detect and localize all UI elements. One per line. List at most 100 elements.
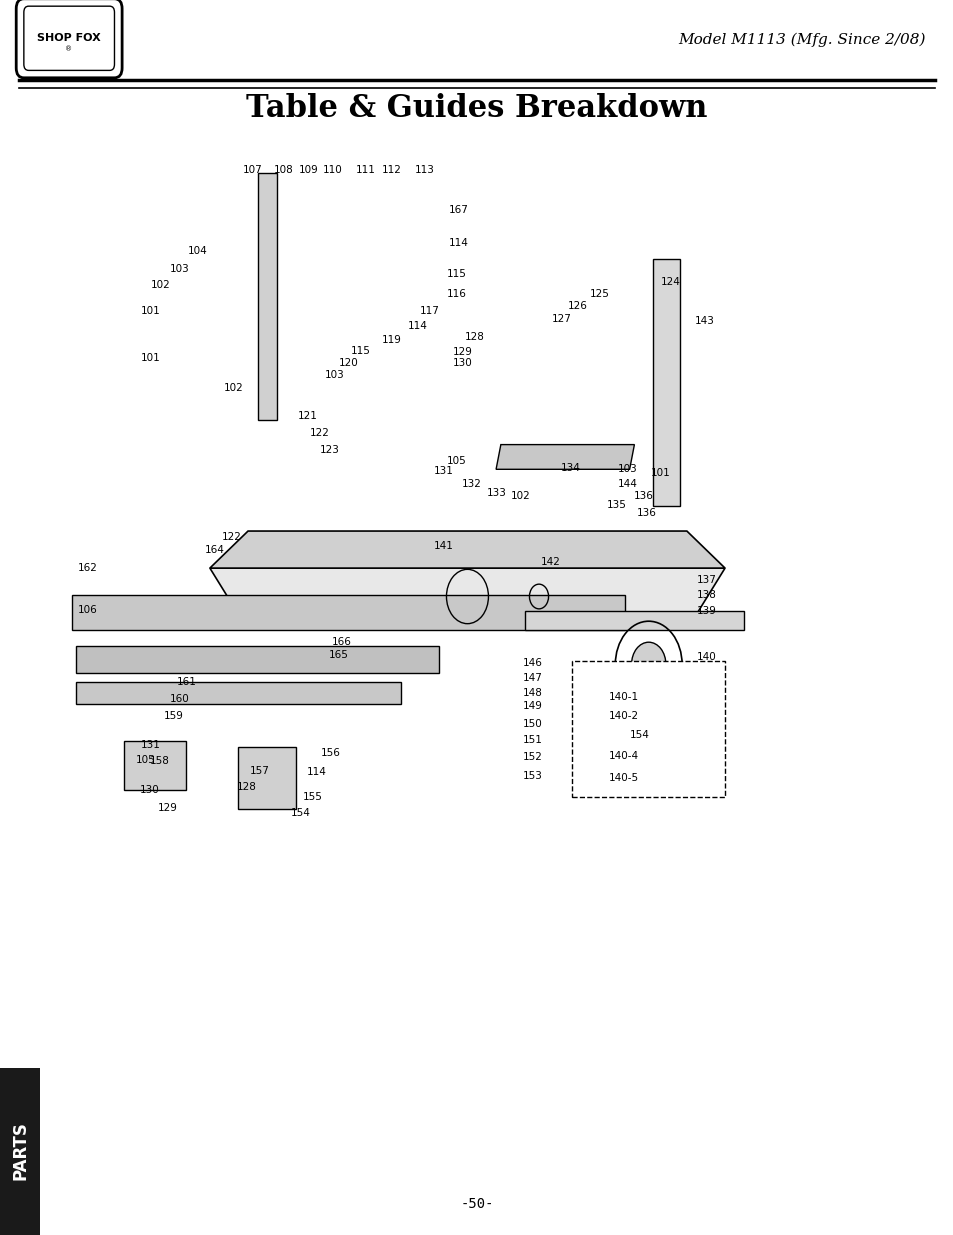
Text: 152: 152 — [522, 752, 542, 762]
Text: 137: 137 — [696, 576, 716, 585]
Bar — [76, 646, 438, 673]
Polygon shape — [210, 568, 724, 630]
Text: 127: 127 — [551, 314, 571, 324]
Text: 147: 147 — [522, 673, 542, 683]
Text: 133: 133 — [486, 488, 506, 498]
Bar — [71, 595, 624, 630]
Text: 101: 101 — [141, 306, 161, 316]
Text: 121: 121 — [297, 411, 317, 421]
Text: 119: 119 — [381, 335, 401, 345]
Text: 139: 139 — [696, 606, 716, 616]
Text: 140-2: 140-2 — [608, 711, 639, 721]
Text: 138: 138 — [696, 590, 716, 600]
Text: 120: 120 — [338, 358, 358, 368]
Bar — [653, 259, 679, 506]
Text: 131: 131 — [434, 466, 454, 475]
Text: 114: 114 — [307, 767, 327, 777]
Text: 134: 134 — [560, 463, 580, 473]
Text: 165: 165 — [329, 650, 349, 659]
Text: 105: 105 — [135, 755, 155, 764]
Text: 146: 146 — [522, 658, 542, 668]
Bar — [257, 173, 276, 420]
Text: 111: 111 — [355, 165, 375, 175]
Text: 135: 135 — [606, 500, 626, 510]
Bar — [572, 661, 724, 797]
Text: 116: 116 — [446, 289, 466, 299]
FancyBboxPatch shape — [16, 0, 122, 78]
Text: 155: 155 — [302, 792, 322, 802]
Text: 149: 149 — [522, 701, 542, 711]
Text: 140-1: 140-1 — [608, 692, 639, 701]
Text: 151: 151 — [522, 735, 542, 745]
Text: 142: 142 — [540, 557, 560, 567]
Text: 141: 141 — [434, 541, 454, 551]
Text: 154: 154 — [629, 730, 649, 740]
Text: Table & Guides Breakdown: Table & Guides Breakdown — [246, 93, 707, 125]
Text: 150: 150 — [522, 719, 542, 729]
Polygon shape — [524, 611, 743, 630]
Text: 164: 164 — [205, 545, 225, 555]
Text: SHOP FOX: SHOP FOX — [37, 33, 100, 43]
Text: 161: 161 — [176, 677, 196, 687]
Text: 160: 160 — [170, 694, 190, 704]
Text: 144: 144 — [618, 479, 638, 489]
Text: 126: 126 — [567, 301, 587, 311]
Text: 102: 102 — [510, 492, 530, 501]
Text: 148: 148 — [522, 688, 542, 698]
Text: 112: 112 — [381, 165, 401, 175]
Text: 102: 102 — [151, 280, 171, 290]
Text: 129: 129 — [453, 347, 473, 357]
Text: 140-4: 140-4 — [608, 751, 639, 761]
Polygon shape — [496, 445, 634, 469]
Text: 159: 159 — [164, 711, 184, 721]
Text: -50-: -50- — [459, 1197, 494, 1212]
Text: 157: 157 — [250, 766, 270, 776]
Text: 108: 108 — [274, 165, 294, 175]
Text: 162: 162 — [78, 563, 98, 573]
Text: 129: 129 — [157, 803, 177, 813]
Text: 128: 128 — [464, 332, 484, 342]
Text: 106: 106 — [78, 605, 98, 615]
FancyBboxPatch shape — [24, 6, 114, 70]
Text: 114: 114 — [408, 321, 428, 331]
Text: 102: 102 — [224, 383, 244, 393]
Text: 136: 136 — [637, 508, 657, 517]
Text: 115: 115 — [351, 346, 371, 356]
Text: 122: 122 — [310, 429, 330, 438]
Polygon shape — [210, 531, 724, 568]
Text: 122: 122 — [221, 532, 241, 542]
Text: 114: 114 — [448, 238, 468, 248]
Text: 166: 166 — [332, 637, 352, 647]
Text: 130: 130 — [140, 785, 160, 795]
Text: 143: 143 — [694, 316, 714, 326]
Text: 101: 101 — [650, 468, 670, 478]
Text: 123: 123 — [319, 445, 339, 454]
Text: 109: 109 — [298, 165, 318, 175]
Text: ®: ® — [65, 47, 72, 52]
Text: 158: 158 — [150, 756, 170, 766]
Text: 105: 105 — [446, 456, 466, 466]
Text: 107: 107 — [243, 165, 263, 175]
Text: 130: 130 — [453, 358, 473, 368]
Text: 117: 117 — [419, 306, 439, 316]
Bar — [238, 747, 295, 809]
Bar — [124, 741, 186, 790]
Text: 140-5: 140-5 — [608, 773, 639, 783]
Text: 101: 101 — [141, 353, 161, 363]
Text: Model M1113 (Mfg. Since 2/08): Model M1113 (Mfg. Since 2/08) — [678, 32, 924, 47]
Text: 113: 113 — [415, 165, 435, 175]
Text: 153: 153 — [522, 771, 542, 781]
Text: 136: 136 — [633, 492, 653, 501]
Text: 167: 167 — [448, 205, 468, 215]
Text: 154: 154 — [291, 808, 311, 818]
Text: 103: 103 — [618, 464, 638, 474]
Text: 110: 110 — [322, 165, 342, 175]
Text: 131: 131 — [141, 740, 161, 750]
Text: 125: 125 — [589, 289, 609, 299]
Bar — [0, 1068, 40, 1235]
Text: 156: 156 — [320, 748, 340, 758]
Circle shape — [631, 642, 665, 687]
Text: PARTS: PARTS — [11, 1121, 29, 1181]
Text: 103: 103 — [324, 370, 344, 380]
Text: 104: 104 — [188, 246, 208, 256]
